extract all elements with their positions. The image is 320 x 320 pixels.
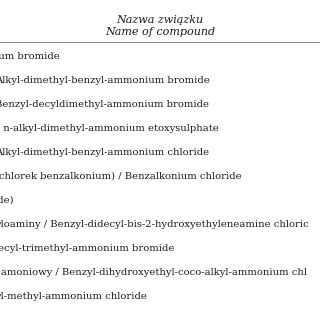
Text: Nazwa związku: Nazwa związku bbox=[116, 15, 204, 25]
Text: yloaminy / Benzyl-didecyl-bis-2-hydroxyethyleneamine chloric: yloaminy / Benzyl-didecyl-bis-2-hydroxye… bbox=[0, 220, 309, 229]
Text: •amoniowy / Benzyl-dihydroxyethyl-coco-alkyl-ammonium chl: •amoniowy / Benzyl-dihydroxyethyl-coco-a… bbox=[0, 268, 307, 277]
Text: Name of compound: Name of compound bbox=[105, 27, 215, 37]
Text: ium bromide: ium bromide bbox=[0, 52, 60, 61]
Text: * n-alkyl-dimethyl-ammonium etoxysulphate: * n-alkyl-dimethyl-ammonium etoxysulphat… bbox=[0, 124, 219, 133]
Text: ide): ide) bbox=[0, 196, 15, 205]
Text: (chlorek benzalkonium) / Benzalkonium chloride: (chlorek benzalkonium) / Benzalkonium ch… bbox=[0, 172, 242, 181]
Text: Benzyl-decyldimethyl-ammonium bromide: Benzyl-decyldimethyl-ammonium bromide bbox=[0, 100, 209, 109]
Text: yl-methyl-ammonium chloride: yl-methyl-ammonium chloride bbox=[0, 292, 147, 301]
Text: Alkyl-dimethyl-benzyl-ammonium chloride: Alkyl-dimethyl-benzyl-ammonium chloride bbox=[0, 148, 209, 157]
Text: lecyl-trimethyl-ammonium bromide: lecyl-trimethyl-ammonium bromide bbox=[0, 244, 174, 253]
Text: Alkyl-dimethyl-benzyl-ammonium bromide: Alkyl-dimethyl-benzyl-ammonium bromide bbox=[0, 76, 210, 85]
